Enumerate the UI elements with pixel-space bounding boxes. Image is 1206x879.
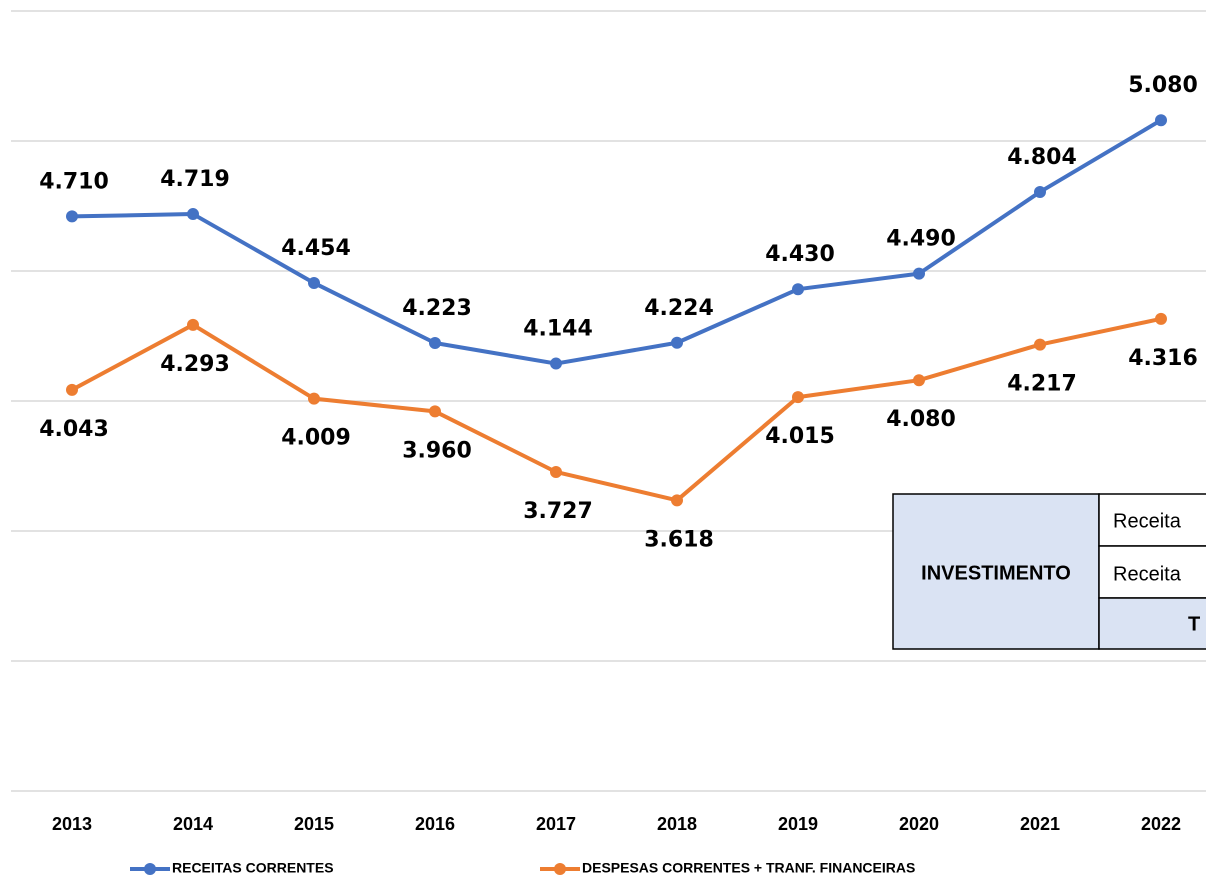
data-label: 4.719	[160, 167, 230, 192]
data-label: 4.454	[281, 236, 351, 261]
data-label: 4.009	[281, 426, 351, 451]
point	[550, 465, 562, 478]
legend-label: DESPESAS CORRENTES + TRANF. FINANCEIRAS	[582, 860, 915, 876]
x-tick-label: 2019	[778, 814, 818, 834]
data-label: 3.618	[644, 527, 714, 552]
point	[792, 283, 804, 296]
point	[66, 383, 78, 396]
point	[671, 494, 683, 507]
table-text: INVESTIMENTO	[921, 562, 1071, 584]
point	[550, 357, 562, 370]
x-tick-label: 2021	[1020, 814, 1060, 834]
table: INVESTIMENTO Receita Receita T	[892, 493, 1206, 650]
point	[66, 210, 78, 223]
x-tick-label: 2014	[173, 814, 213, 834]
table-text: Receita	[1113, 563, 1182, 585]
data-label: 4.804	[1007, 145, 1077, 170]
data-label: 4.710	[39, 169, 109, 194]
data-label: 4.043	[39, 417, 109, 442]
point	[671, 336, 683, 349]
point	[308, 392, 320, 405]
data-label: 4.217	[1007, 372, 1077, 397]
x-tick-label: 2022	[1141, 814, 1181, 834]
table-cell	[1098, 545, 1206, 599]
point	[913, 374, 925, 387]
point	[429, 405, 441, 418]
point	[913, 267, 925, 280]
data-label: 4.144	[523, 317, 593, 342]
x-tick-label: 2016	[415, 814, 455, 834]
data-label: 4.430	[765, 242, 835, 267]
x-tick-label: 2015	[294, 814, 334, 834]
data-label: 4.224	[644, 296, 714, 321]
data-label: 5.080	[1128, 73, 1198, 98]
table-cell	[1098, 597, 1206, 650]
plot: 2013 2014 2015 2016 2017 2018 2019 2020 2021 2022…	[11, 10, 1206, 876]
series-line	[71, 118, 1163, 366]
table-text: T	[1188, 613, 1200, 635]
point	[1034, 185, 1046, 198]
point	[792, 391, 804, 404]
data-label: 4.293	[160, 352, 230, 377]
legend-marker	[554, 863, 566, 875]
legend-marker	[144, 863, 156, 875]
x-tick-label: 2017	[536, 814, 576, 834]
data-label: 4.015	[765, 424, 835, 449]
x-tick-label: 2013	[52, 814, 92, 834]
point	[1155, 312, 1167, 325]
legend-label: RECEITAS CORRENTES	[172, 860, 334, 876]
point	[187, 318, 199, 331]
data-label: 4.490	[886, 227, 956, 252]
point	[1034, 338, 1046, 351]
table-cell	[1098, 493, 1206, 547]
x-tick-label: 2020	[899, 814, 939, 834]
data-label: 3.727	[523, 499, 593, 524]
point	[429, 337, 441, 350]
data-label: 4.316	[1128, 346, 1198, 371]
table-text: Receita	[1113, 510, 1182, 532]
data-label: 4.223	[402, 296, 472, 321]
point	[1155, 114, 1167, 127]
point	[308, 276, 320, 289]
x-tick-label: 2018	[657, 814, 697, 834]
data-label: 4.080	[886, 407, 956, 432]
point	[187, 208, 199, 221]
data-label: 3.960	[402, 438, 472, 463]
series-line	[71, 316, 1162, 503]
